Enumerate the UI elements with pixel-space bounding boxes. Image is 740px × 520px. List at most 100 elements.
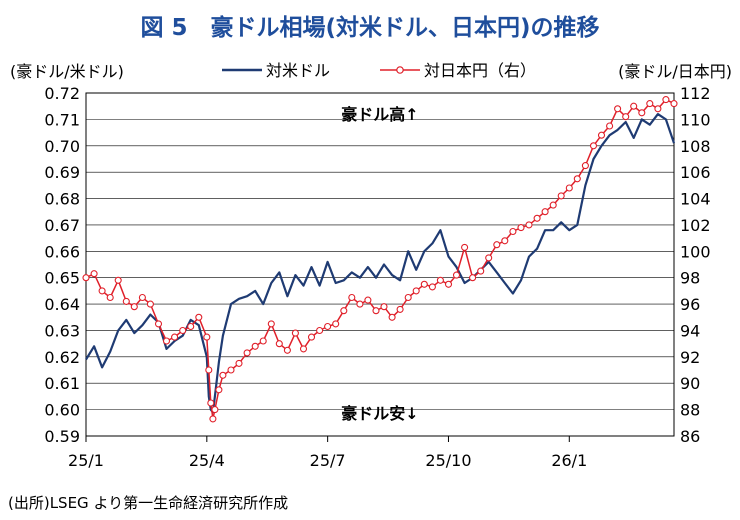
left-tick-label: 0.65 bbox=[44, 269, 80, 288]
annotation-down: 豪ドル安↓ bbox=[341, 404, 418, 423]
jpy-point bbox=[154, 320, 163, 328]
jpy-point bbox=[638, 109, 646, 117]
jpy-point bbox=[525, 221, 533, 229]
right-tick-label: 88 bbox=[680, 401, 700, 420]
jpy-point bbox=[541, 208, 549, 216]
jpy-point bbox=[307, 333, 316, 341]
right-tick-label: 94 bbox=[680, 321, 700, 340]
jpy-point bbox=[211, 406, 219, 414]
jpy-point bbox=[203, 333, 211, 341]
jpy-point bbox=[501, 237, 509, 245]
jpy-point bbox=[227, 366, 235, 374]
jpy-point bbox=[622, 113, 630, 121]
jpy-point bbox=[380, 303, 388, 311]
jpy-point bbox=[630, 102, 638, 110]
jpy-point bbox=[565, 184, 573, 192]
jpy-point bbox=[235, 359, 243, 367]
jpy-point bbox=[207, 399, 215, 407]
source-note: (出所)LSEG より第一生命経済研究所作成 bbox=[8, 494, 289, 512]
jpy-point bbox=[509, 227, 517, 236]
jpy-point bbox=[209, 415, 217, 423]
jpy-point bbox=[259, 337, 267, 345]
jpy-point bbox=[215, 386, 223, 394]
right-tick-label: 86 bbox=[680, 427, 700, 446]
jpy-point bbox=[316, 326, 324, 335]
left-tick-label: 0.70 bbox=[44, 137, 80, 156]
jpy-point bbox=[654, 105, 662, 113]
left-tick-label: 0.61 bbox=[44, 374, 80, 393]
jpy-point bbox=[114, 276, 122, 284]
left-tick-label: 0.72 bbox=[44, 84, 80, 103]
left-tick-label: 0.69 bbox=[44, 163, 80, 182]
left-tick-label: 0.62 bbox=[44, 348, 80, 367]
jpy-point bbox=[340, 307, 348, 315]
jpy-point bbox=[404, 293, 412, 302]
jpy-point bbox=[493, 241, 501, 249]
jpy-point bbox=[356, 300, 364, 308]
right-tick-label: 92 bbox=[680, 348, 700, 367]
jpy-point bbox=[187, 322, 195, 331]
x-tick-label: 26/1 bbox=[551, 451, 587, 470]
jpy-point bbox=[179, 326, 187, 335]
series-line-jpy bbox=[85, 98, 675, 420]
jpy-point bbox=[485, 254, 493, 262]
jpy-point bbox=[388, 313, 396, 321]
jpy-point bbox=[138, 293, 146, 302]
right-tick-label: 100 bbox=[680, 242, 711, 261]
jpy-point bbox=[122, 297, 130, 305]
right-tick-label: 106 bbox=[680, 163, 711, 182]
x-tick-label: 25/7 bbox=[310, 451, 346, 470]
jpy-point bbox=[90, 270, 98, 278]
jpy-point bbox=[444, 280, 453, 288]
jpy-point bbox=[396, 305, 404, 313]
jpy-point bbox=[146, 300, 154, 308]
jpy-point bbox=[130, 303, 138, 311]
jpy-point bbox=[549, 201, 557, 209]
chart-title: 図 5 豪ドル相場(対米ドル、日本円)の推移 bbox=[140, 15, 600, 41]
jpy-point bbox=[82, 274, 90, 282]
jpy-point bbox=[162, 337, 171, 345]
jpy-point bbox=[324, 322, 332, 331]
jpy-point bbox=[283, 346, 291, 354]
jpy-point bbox=[412, 287, 420, 295]
jpy-point bbox=[332, 320, 340, 328]
right-tick-label: 98 bbox=[680, 269, 700, 288]
jpy-point bbox=[461, 243, 469, 251]
jpy-point bbox=[275, 340, 283, 348]
jpy-point bbox=[364, 296, 372, 304]
x-tick-label: 25/1 bbox=[68, 451, 104, 470]
left-axis-unit: (豪ドル/米ドル) bbox=[10, 62, 124, 81]
jpy-point bbox=[219, 371, 227, 379]
chart: (豪ドル/米ドル) (豪ドル/日本円) 対米ドル 対日本円（右） 0.720.7… bbox=[10, 61, 732, 470]
x-axis-ticks: 25/1 25/4 25/7 25/10 26/1 bbox=[68, 436, 587, 470]
jpy-point bbox=[420, 280, 428, 288]
jpy-point bbox=[106, 293, 114, 302]
left-tick-label: 0.60 bbox=[44, 401, 80, 420]
jpy-point bbox=[477, 267, 485, 275]
left-tick-label: 0.63 bbox=[44, 321, 80, 340]
jpy-point bbox=[205, 366, 213, 374]
left-tick-label: 0.68 bbox=[44, 190, 80, 209]
right-axis-ticks: 112 110 108 106 104 102 100 98 96 94 92 90 88 86 bbox=[680, 84, 711, 446]
plot-area bbox=[85, 92, 675, 437]
left-tick-label: 0.59 bbox=[44, 427, 80, 446]
jpy-point bbox=[469, 274, 477, 282]
x-tick-label: 25/4 bbox=[189, 451, 225, 470]
series-line-usd bbox=[85, 112, 676, 414]
right-tick-label: 96 bbox=[680, 295, 700, 314]
left-tick-label: 0.64 bbox=[44, 295, 80, 314]
jpy-point bbox=[299, 345, 308, 353]
gridlines bbox=[86, 92, 674, 437]
jpy-point bbox=[436, 276, 444, 284]
left-tick-label: 0.71 bbox=[44, 110, 80, 129]
right-tick-label: 102 bbox=[680, 216, 711, 235]
jpy-point bbox=[251, 342, 259, 350]
legend: 対米ドル 対日本円（右） bbox=[222, 61, 536, 80]
series-group bbox=[82, 96, 678, 423]
annotation-up: 豪ドル高↑ bbox=[341, 105, 418, 124]
jpy-point bbox=[557, 192, 565, 200]
right-tick-label: 112 bbox=[680, 84, 711, 103]
right-tick-label: 108 bbox=[680, 137, 711, 156]
jpy-point bbox=[662, 96, 670, 104]
jpy-point bbox=[291, 329, 299, 337]
